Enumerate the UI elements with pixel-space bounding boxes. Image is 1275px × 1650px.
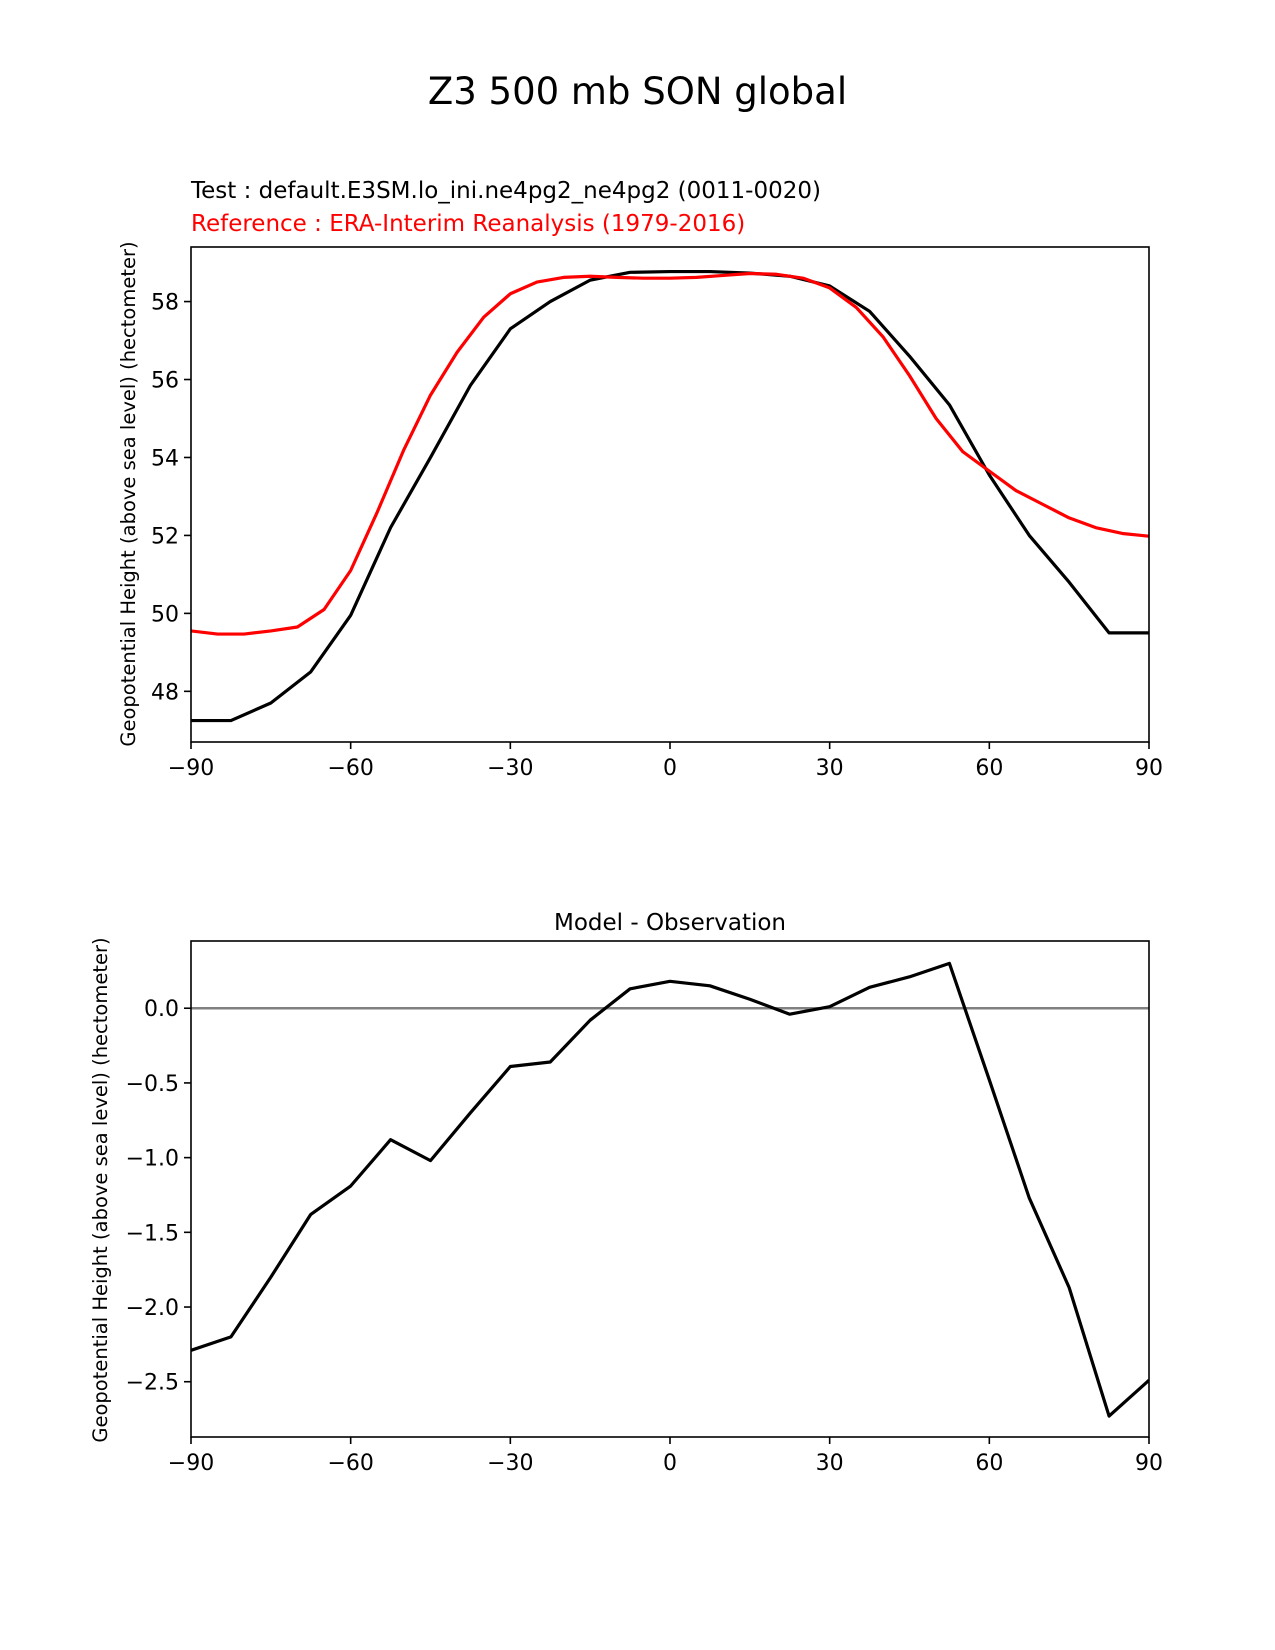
x-tick-label: 0 [663,1451,677,1476]
x-tick-label: 60 [975,1451,1003,1476]
x-tick-label: −30 [487,1451,533,1476]
test-title: Test : default.E3SM.lo_ini.ne4pg2_ne4pg2… [190,178,821,204]
x-tick-label: 60 [975,756,1003,781]
x-tick-label: −90 [168,756,214,781]
series-line-1 [191,271,1149,636]
bottom-ylabel: Geopotential Height (above sea level) (h… [89,937,112,1442]
x-tick-label: −60 [327,756,373,781]
y-tick-label: −2.0 [126,1296,179,1321]
series-line-0 [191,961,1149,1418]
figure-title: Z3 500 mb SON global [427,70,848,113]
y-tick-label: 50 [151,602,179,627]
y-tick-label: 52 [151,524,179,549]
x-tick-label: 0 [663,756,677,781]
bottom-title: Model - Observation [554,910,786,936]
y-tick-label: −0.5 [126,1072,179,1097]
x-tick-label: 30 [816,1451,844,1476]
x-tick-label: 90 [1135,1451,1163,1476]
y-tick-label: 58 [151,291,179,316]
y-tick-label: 56 [151,369,179,394]
y-tick-label: −2.5 [126,1371,179,1396]
bottom-panel: Model - Observation Geopotential Height … [89,910,1163,1476]
x-tick-label: −90 [168,1451,214,1476]
x-tick-label: 90 [1135,756,1163,781]
y-tick-label: 54 [151,446,179,471]
x-tick-label: −30 [487,756,533,781]
x-tick-label: −60 [327,1451,373,1476]
y-tick-label: 0.0 [144,997,179,1022]
top-ylabel: Geopotential Height (above sea level) (h… [117,241,140,746]
x-tick-label: 30 [816,756,844,781]
series-line-0 [191,269,1149,723]
top-panel: Test : default.E3SM.lo_ini.ne4pg2_ne4pg2… [117,178,1163,781]
y-tick-label: −1.0 [126,1147,179,1172]
reference-title: Reference : ERA-Interim Reanalysis (1979… [191,211,745,237]
y-tick-label: 48 [151,680,179,705]
plot-frame [190,246,1150,743]
plot-frame [190,940,1150,1438]
y-tick-label: −1.5 [126,1221,179,1246]
